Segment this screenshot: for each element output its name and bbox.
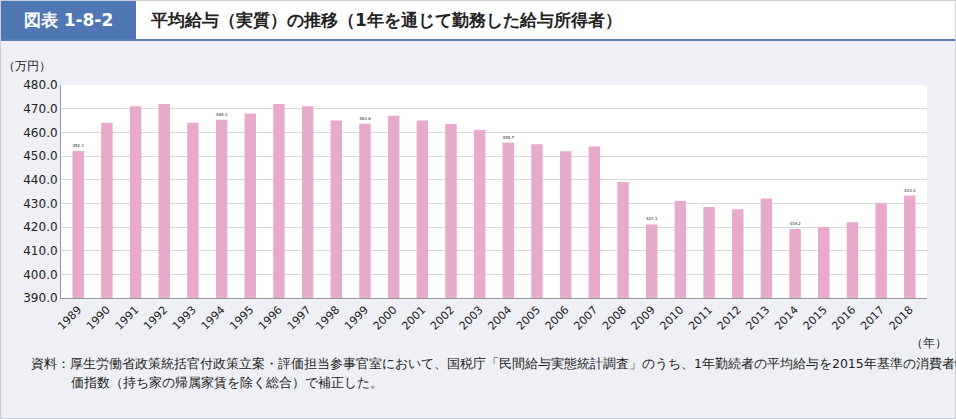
svg-text:2016: 2016 (829, 304, 858, 333)
svg-text:2004: 2004 (485, 304, 514, 333)
svg-text:400.0: 400.0 (23, 268, 57, 282)
svg-text:1994: 1994 (199, 304, 228, 333)
svg-text:470.0: 470.0 (23, 102, 57, 116)
svg-text:440.0: 440.0 (23, 173, 57, 187)
svg-text:455.7: 455.7 (503, 135, 515, 140)
svg-text:（万円）: （万円） (3, 59, 51, 73)
svg-text:2011: 2011 (686, 304, 715, 333)
svg-text:1990: 1990 (84, 304, 113, 333)
svg-text:421.1: 421.1 (646, 216, 658, 221)
svg-text:465.3: 465.3 (216, 112, 228, 117)
svg-text:1989: 1989 (55, 304, 84, 333)
html-text:平均給与（実質）の推移（1年を通じて勤務した給与所得者）: 平均給与（実質）の推移（1年を通じて勤務した給与所得者） (151, 10, 622, 30)
svg-text:480.0: 480.0 (23, 78, 57, 92)
svg-text:2014: 2014 (772, 304, 801, 333)
svg-text:2013: 2013 (743, 304, 772, 333)
svg-text:410.0: 410.0 (23, 244, 57, 258)
svg-text:2005: 2005 (514, 304, 543, 333)
svg-text:419.2: 419.2 (789, 221, 801, 226)
svg-text:1995: 1995 (227, 304, 256, 333)
svg-text:390.0: 390.0 (23, 291, 57, 305)
svg-text:1993: 1993 (170, 304, 199, 333)
svg-text:2000: 2000 (371, 304, 400, 333)
svg-text:1991: 1991 (113, 304, 142, 333)
svg-text:2009: 2009 (629, 304, 658, 333)
svg-text:2007: 2007 (571, 304, 600, 333)
svg-text:2017: 2017 (858, 304, 887, 333)
svg-text:2010: 2010 (657, 304, 686, 333)
svg-text:433.3: 433.3 (904, 188, 916, 193)
svg-text:1992: 1992 (141, 304, 170, 333)
svg-text:420.0: 420.0 (23, 220, 57, 234)
svg-text:450.0: 450.0 (23, 149, 57, 163)
svg-text:2015: 2015 (801, 304, 830, 333)
svg-text:452.1: 452.1 (72, 143, 84, 148)
svg-text:1997: 1997 (285, 304, 314, 333)
svg-text:2008: 2008 (600, 304, 629, 333)
svg-text:1996: 1996 (256, 304, 285, 333)
svg-text:463.6: 463.6 (359, 116, 371, 121)
svg-text:2001: 2001 (399, 304, 428, 333)
svg-text:2012: 2012 (715, 304, 744, 333)
svg-text:2002: 2002 (428, 304, 457, 333)
svg-text:（年）: （年） (911, 336, 947, 350)
svg-text:1999: 1999 (342, 304, 371, 333)
html-text:図表 1-8-2: 図表 1-8-2 (23, 10, 114, 30)
svg-text:1998: 1998 (313, 304, 342, 333)
svg-text:2006: 2006 (543, 304, 572, 333)
svg-text:460.0: 460.0 (23, 126, 57, 140)
svg-text:430.0: 430.0 (23, 197, 57, 211)
svg-text:2018: 2018 (887, 304, 916, 333)
svg-text:2003: 2003 (457, 304, 486, 333)
